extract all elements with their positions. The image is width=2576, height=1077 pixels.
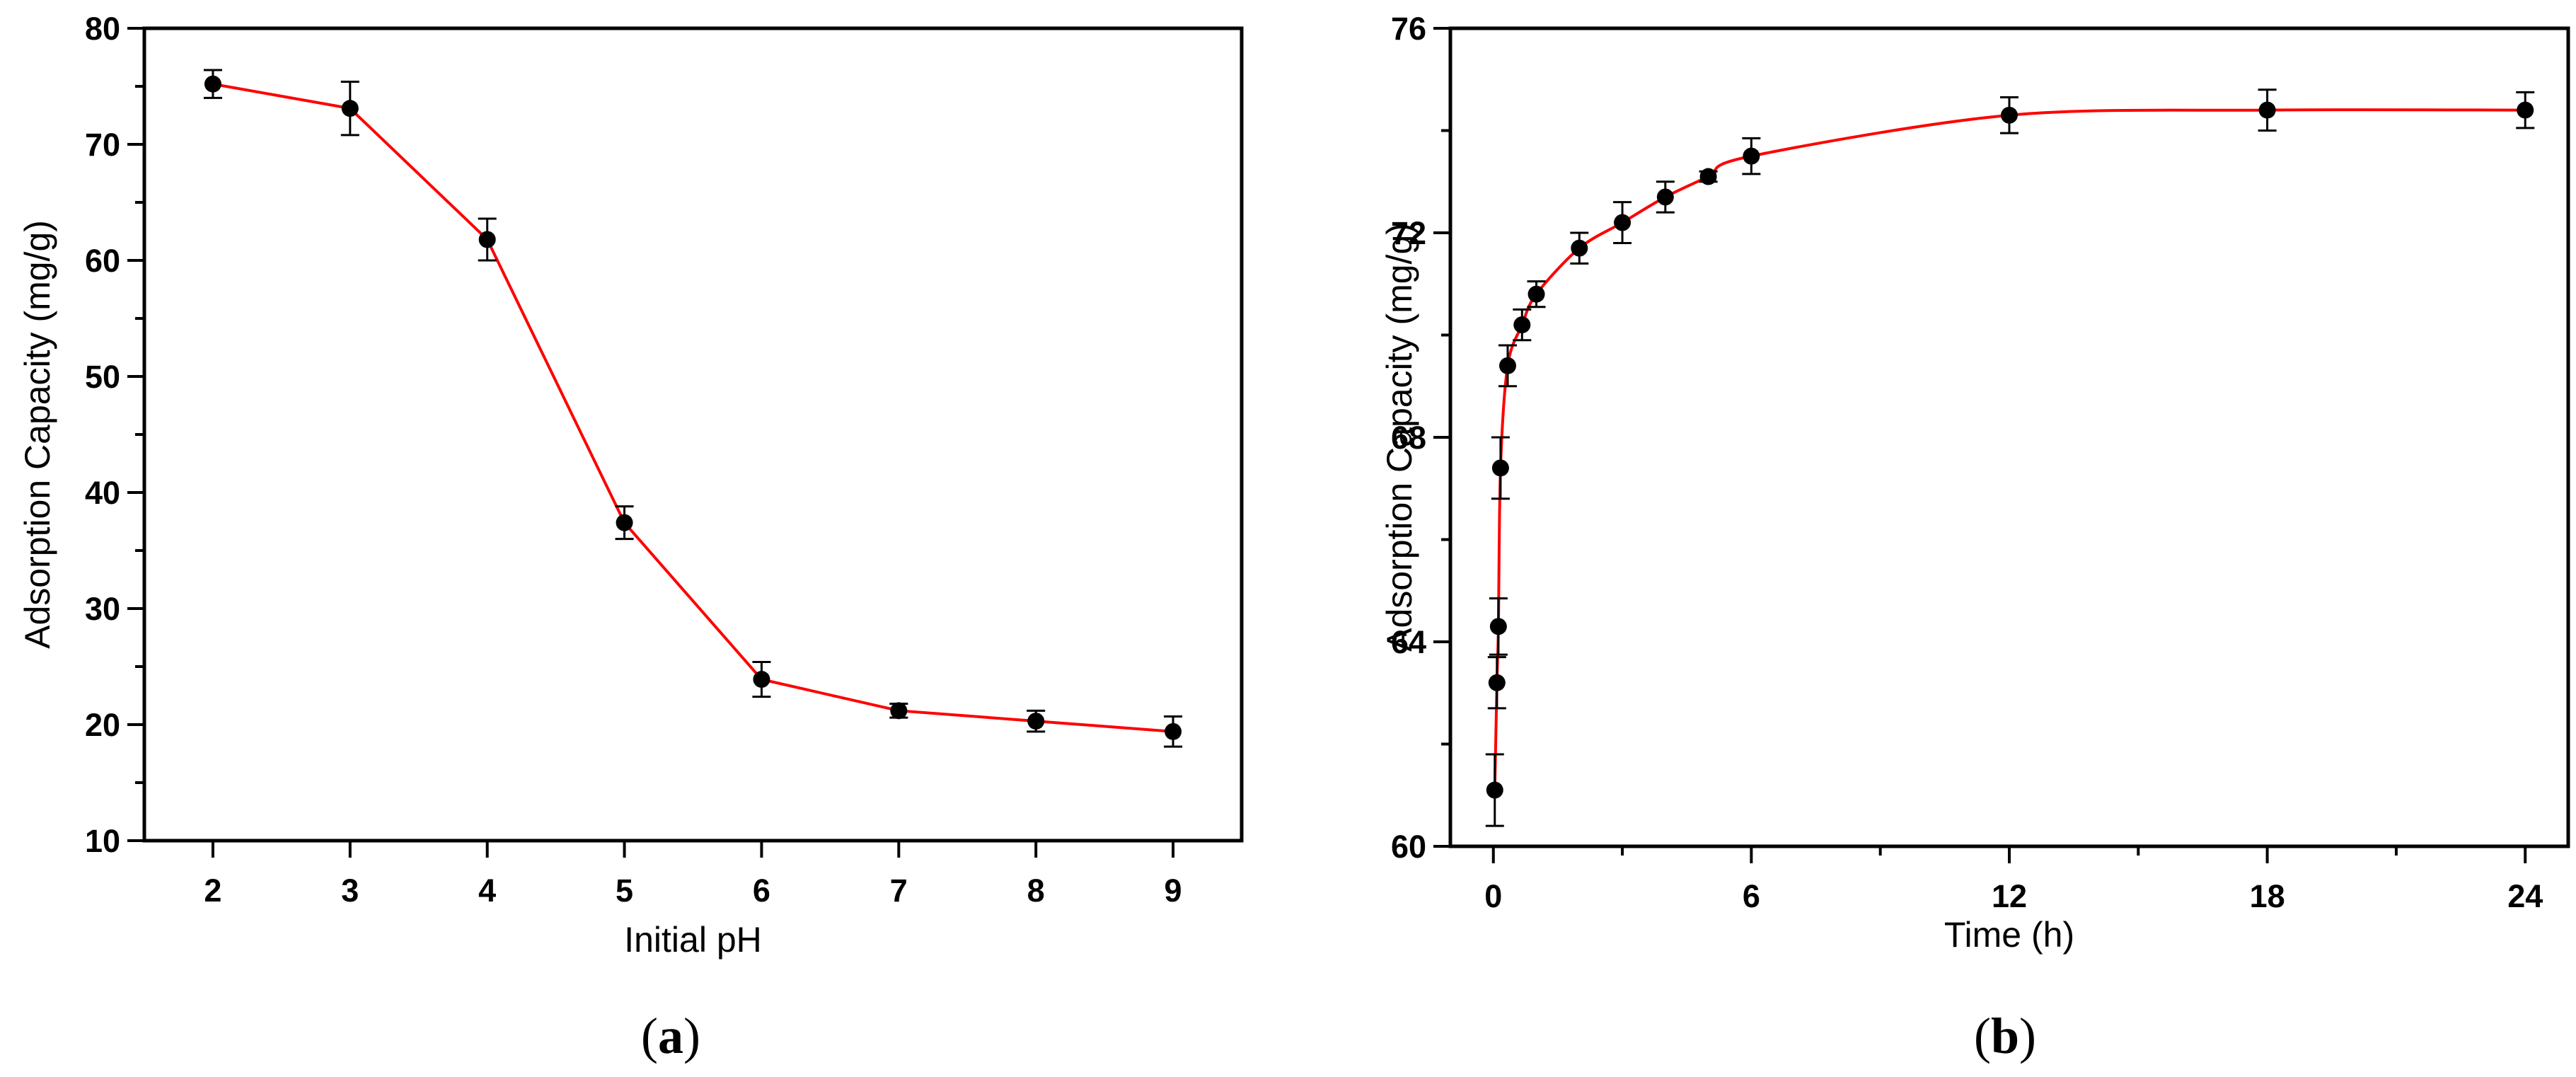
chart-panel-b: 0 6 12 18 24 60 64 68 72 76 Time (h) Adsorption Cap… (1380, 11, 2570, 1064)
x-tick-label: 6 (753, 872, 770, 909)
data-point (1486, 781, 1503, 799)
data-point (1743, 147, 1760, 165)
panel-label-letter: b (1991, 1008, 2019, 1064)
data-point (1489, 618, 1507, 635)
data-point (1488, 674, 1506, 691)
x-axis-label: Initial pH (624, 920, 762, 960)
data-point (341, 100, 359, 117)
y-tick-label: 72 (1391, 215, 1426, 251)
panel-label: (b) (1974, 1008, 2036, 1064)
data-point (1656, 188, 1674, 206)
y-tick-label: 68 (1391, 420, 1426, 456)
y-tick-label: 60 (85, 243, 120, 279)
data-point (1699, 168, 1717, 185)
data-point (616, 514, 633, 531)
x-tick-label: 4 (478, 872, 496, 909)
x-tick-label: 8 (1027, 872, 1045, 909)
y-tick-label: 80 (85, 11, 120, 47)
x-tick-label: 24 (2507, 878, 2543, 914)
x-tick-label: 18 (2250, 878, 2285, 914)
panel-label-open: ( (1974, 1008, 1991, 1064)
data-point (890, 702, 908, 720)
plot-frame (142, 26, 1244, 843)
panel-label-close: ) (2019, 1008, 2036, 1064)
data-point (1027, 713, 1045, 730)
data-point (2517, 101, 2534, 119)
x-tick-label: 9 (1165, 872, 1182, 909)
x-axis-label: Time (h) (1944, 915, 2074, 955)
data-point (1527, 285, 1545, 303)
data-point (1571, 239, 1588, 257)
data-point (1165, 722, 1182, 740)
panel-label-open: ( (641, 1008, 658, 1064)
y-tick-label: 20 (85, 707, 120, 743)
y-axis-label: Adsorption Capacity (mg/g) (1380, 223, 1419, 652)
x-tick-label: 7 (890, 872, 908, 909)
plot-frame (1448, 26, 2570, 848)
y-axis-label: Adsorption Capacity (mg/g) (18, 220, 57, 649)
y-tick-label: 50 (85, 359, 120, 395)
data-point (204, 75, 221, 93)
y-tick-label: 76 (1391, 11, 1426, 47)
x-tick-label: 0 (1484, 878, 1502, 914)
data-point (1513, 316, 1531, 334)
data-point (2001, 106, 2018, 124)
data-point (1614, 214, 1631, 231)
x-tick-label: 2 (204, 872, 221, 909)
panel-label: (a) (641, 1008, 700, 1064)
y-tick-label: 10 (85, 823, 120, 859)
data-point (1499, 357, 1517, 374)
x-tick-label: 6 (1743, 878, 1760, 914)
x-tick-label: 3 (341, 872, 359, 909)
y-tick-label: 64 (1391, 624, 1426, 660)
panel-label-close: ) (683, 1008, 700, 1064)
panel-label-letter: a (658, 1008, 683, 1064)
data-point (2258, 101, 2276, 119)
data-point (753, 671, 770, 689)
y-tick-label: 40 (85, 475, 120, 511)
series-line (212, 82, 1174, 733)
x-tick-label: 12 (1992, 878, 2027, 914)
y-tick-label: 60 (1391, 829, 1426, 865)
series-line (1493, 108, 2526, 790)
data-point (478, 231, 496, 248)
y-tick-label: 30 (85, 591, 120, 627)
x-tick-label: 5 (616, 872, 633, 909)
chart-panel-a: 2 3 4 5 6 7 8 9 10 20 30 40 50 60 70 80 Initial pH Adsorp… (18, 11, 1244, 1064)
y-tick-label: 70 (85, 127, 120, 163)
data-point (1491, 459, 1509, 477)
